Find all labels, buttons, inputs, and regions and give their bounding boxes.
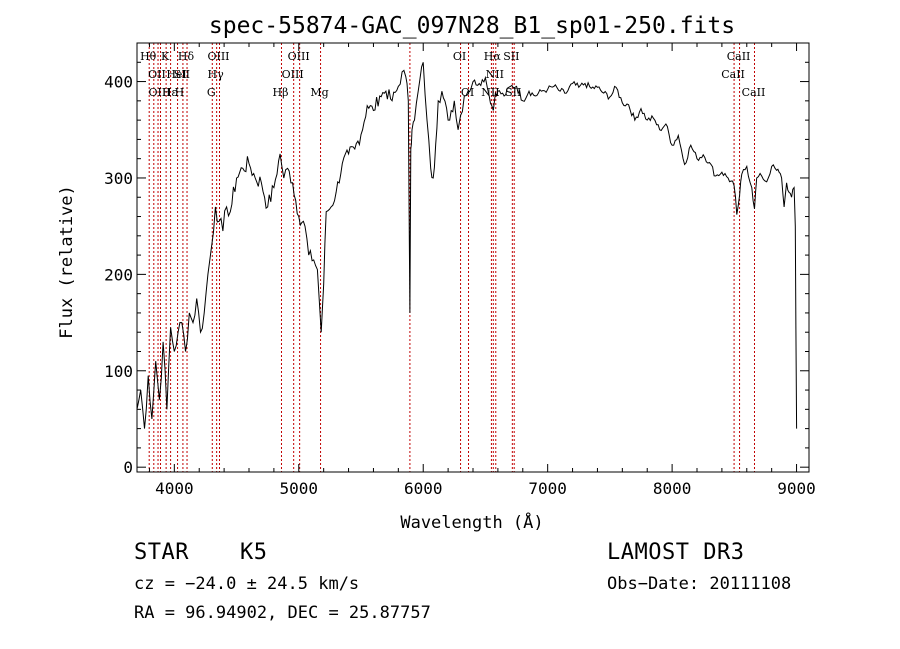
line-marker-label: Hθ — [140, 50, 157, 63]
y-tick-label: 400 — [104, 73, 133, 92]
plot-frame — [136, 42, 810, 473]
line-marker-label: K — [161, 50, 170, 63]
line-marker-label: NII — [481, 86, 499, 99]
line-marker-label: CaII — [727, 50, 751, 63]
x-tick-label: 8000 — [653, 479, 692, 498]
line-marker-label: Hα — [484, 50, 502, 63]
y-tick-label: 200 — [104, 265, 133, 284]
line-marker-label: SII — [503, 50, 519, 63]
line-marker-label: Hγ — [208, 68, 225, 81]
x-tick-label: 5000 — [280, 479, 319, 498]
redshift-value: cz = −24.0 ± 24.5 km/s — [134, 574, 360, 594]
line-marker-label: OIII — [288, 50, 310, 63]
observation-date: Obs−Date: 20111108 — [607, 574, 792, 594]
line-marker-label: OI — [453, 50, 466, 63]
line-marker-label: Hδ — [178, 50, 195, 63]
y-tick-label: 300 — [104, 169, 133, 188]
x-tick-label: 6000 — [404, 479, 443, 498]
spectral-subclass: K5 — [240, 540, 268, 565]
line-marker-label: NII — [486, 68, 504, 81]
line-marker-label: Hβ — [273, 86, 289, 99]
x-tick-label: 4000 — [155, 479, 194, 498]
line-marker-label: SII — [174, 68, 190, 81]
line-marker-label: OIII — [207, 50, 229, 63]
line-marker-label: Mg — [310, 86, 328, 99]
line-marker-label: OIII — [282, 68, 304, 81]
y-tick-label: 0 — [123, 458, 133, 477]
y-axis-label: Flux (relative) — [57, 185, 77, 339]
line-marker-label: OII — [148, 68, 166, 81]
line-marker-label: CaII — [742, 86, 766, 99]
sky-coordinates: RA = 96.94902, DEC = 25.87757 — [134, 603, 431, 623]
x-tick-label: 7000 — [528, 479, 567, 498]
line-marker-label: H — [175, 86, 185, 99]
line-marker-label: G — [207, 86, 216, 99]
object-class: STAR — [134, 540, 189, 565]
spectral-line-labels: HθOIIOIIIKHεHHeISIIHδGHγOIIIHβOIIIOIIIMg… — [140, 50, 765, 99]
x-axis-label: Wavelength (Å) — [400, 511, 543, 533]
line-marker-label: Hε — [162, 86, 178, 99]
x-tick-label: 9000 — [777, 479, 816, 498]
y-tick-label: 100 — [104, 362, 133, 381]
spectral-line-markers — [148, 43, 755, 472]
spectrum-line — [136, 62, 798, 429]
survey-name: LAMOST DR3 — [607, 540, 745, 565]
line-marker-label: CaII — [721, 68, 745, 81]
axis-ticks: 4000 5000 6000 7000 8000 9000 0 100 200 300 400 — [104, 43, 816, 498]
line-marker-label: HeI — [166, 68, 186, 81]
chart-title: spec-55874-GAC_097N28_B1_sp01-250.fits — [209, 13, 735, 39]
line-marker-label: OIII — [148, 86, 170, 99]
